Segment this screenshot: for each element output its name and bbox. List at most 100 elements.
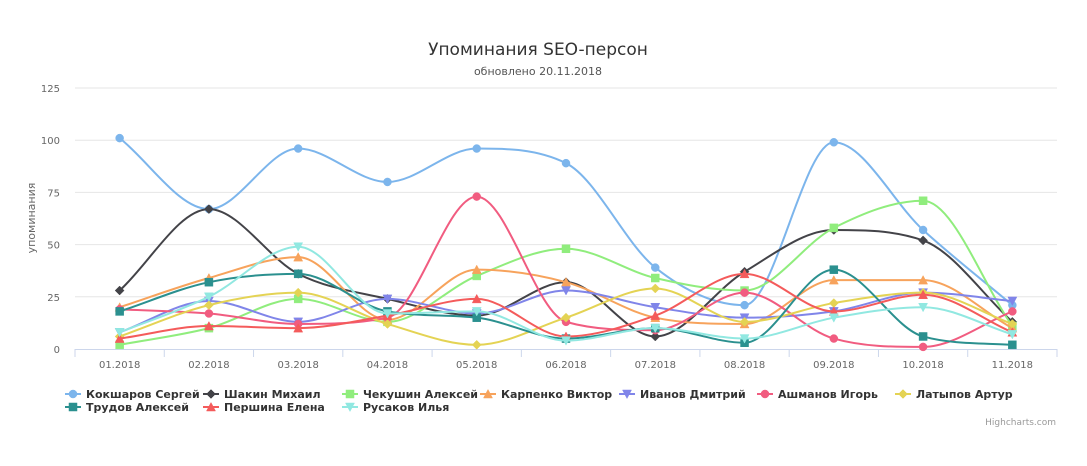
data-point[interactable] [739,268,750,279]
data-point[interactable] [471,264,482,274]
data-point[interactable] [651,273,660,283]
legend-label: Карпенко Виктор [501,388,612,401]
series-layer [114,133,1018,352]
x-tick-label: 07.2018 [635,360,676,371]
legend-item[interactable]: Карпенко Виктор [480,388,612,401]
data-point[interactable] [115,307,124,316]
data-point[interactable] [918,342,928,352]
data-point[interactable] [828,313,839,323]
data-point[interactable] [740,300,749,310]
data-point[interactable] [382,319,393,329]
x-tick-label: 03.2018 [278,360,319,371]
series-line[interactable] [118,199,1014,346]
data-point[interactable] [383,177,392,187]
data-point[interactable] [204,277,214,287]
y-tick-label: 25 [47,293,60,304]
data-point[interactable] [561,336,571,346]
data-point[interactable] [382,309,393,319]
data-point[interactable] [293,269,303,279]
series-line[interactable] [118,137,1014,307]
data-point[interactable] [471,293,482,304]
legend-item[interactable]: Кокшаров Сергей [65,388,200,401]
data-point[interactable] [918,302,929,313]
data-point[interactable] [293,144,303,153]
data-point[interactable] [828,275,839,285]
data-point[interactable] [204,204,214,214]
data-point[interactable] [918,332,928,341]
y-tick-label: 0 [54,345,60,356]
data-point[interactable] [471,339,482,350]
data-point[interactable] [1008,307,1017,316]
legend-item[interactable]: Першина Елена [203,401,325,414]
data-point[interactable] [1007,296,1018,307]
series-line[interactable] [118,195,1014,348]
data-point[interactable] [650,323,661,334]
data-point[interactable] [739,334,750,344]
data-point[interactable] [829,334,839,343]
data-point[interactable] [829,265,839,274]
data-point[interactable] [382,294,393,304]
data-point[interactable] [1007,330,1018,340]
data-point[interactable] [650,310,661,320]
data-point[interactable] [918,196,928,206]
data-point[interactable] [204,300,214,311]
data-point[interactable] [114,333,125,343]
legend-symbol-marker [898,389,908,399]
data-point[interactable] [918,289,929,299]
data-point[interactable] [203,292,214,302]
x-tick-label: 01.2018 [99,360,140,371]
data-point[interactable] [472,192,481,201]
data-point[interactable] [829,138,839,147]
x-tick-label: 10.2018 [902,360,943,371]
data-point[interactable] [651,263,660,272]
data-point[interactable] [114,285,125,296]
data-point[interactable] [650,302,661,313]
data-point[interactable] [740,288,749,297]
data-point[interactable] [561,244,571,254]
series-group [114,242,1018,346]
data-point[interactable] [293,252,304,262]
data-point[interactable] [918,225,928,235]
data-point[interactable] [293,323,304,333]
legend-item[interactable]: Латыпов Артур [895,388,1013,401]
legend-item[interactable]: Ашманов Игорь [757,388,878,401]
data-point[interactable] [650,331,661,342]
legend-label: Трудов Алексей [86,401,189,414]
data-point[interactable] [829,223,839,233]
data-point[interactable] [918,275,929,285]
data-point[interactable] [561,312,571,323]
data-point[interactable] [561,158,571,168]
legend-label: Русаков Илья [363,401,449,414]
legend-label: Шакин Михаил [224,388,321,401]
data-point[interactable] [918,235,928,246]
data-point[interactable] [471,307,482,317]
data-point[interactable] [203,320,214,331]
data-point[interactable] [293,242,304,252]
data-point[interactable] [739,317,750,327]
data-point[interactable] [650,283,661,294]
legend-item[interactable]: Чекушин Алексей [342,388,478,401]
legend-label: Иванов Дмитрий [640,388,746,401]
legend-item[interactable]: Иванов Дмитрий [619,388,746,401]
data-point[interactable] [115,133,124,143]
data-point[interactable] [561,277,571,287]
data-point[interactable] [561,286,571,296]
legend-label: Ашманов Игорь [778,388,878,401]
data-point[interactable] [828,298,839,308]
series-line[interactable] [118,268,1014,346]
legend-item[interactable]: Русаков Илья [342,401,449,414]
data-point[interactable] [204,309,214,318]
legend-item[interactable]: Трудов Алексей [65,401,189,414]
chart-subtitle: обновлено 20.11.2018 [474,65,602,78]
x-tick-label: 06.2018 [545,360,586,371]
legend-symbol-marker [68,402,78,412]
data-point[interactable] [293,287,304,298]
series-line[interactable] [118,245,1014,342]
data-point[interactable] [114,328,125,338]
legend-item[interactable]: Шакин Михаил [203,388,321,401]
data-point[interactable] [472,144,481,153]
data-point[interactable] [1008,340,1017,350]
credits-link[interactable]: Highcharts.com [985,418,1056,428]
y-tick-label: 100 [41,136,60,147]
